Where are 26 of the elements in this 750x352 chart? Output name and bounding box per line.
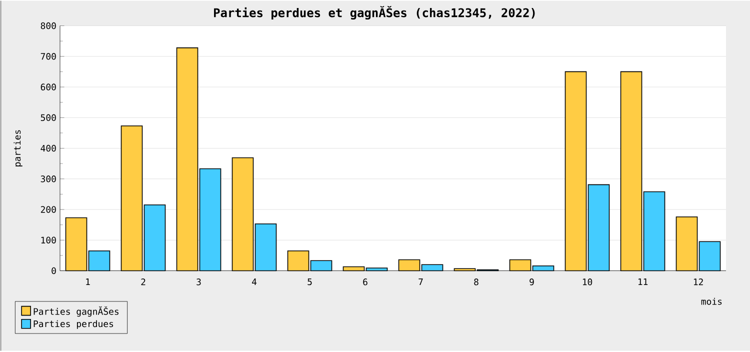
x-tick-label: 9 xyxy=(530,278,534,286)
y-tick-label: 500 xyxy=(40,114,56,122)
y-tick-label: 600 xyxy=(40,84,56,91)
x-axis-title: mois xyxy=(701,298,722,306)
x-tick-label: 4 xyxy=(252,278,257,286)
chart-title: Parties perdues et gagnĂŠes (chas12345, 2022) xyxy=(214,6,535,20)
x-tick-label: 5 xyxy=(308,278,312,286)
y-tick-label: 200 xyxy=(40,206,56,214)
x-tick-label: 6 xyxy=(363,278,368,286)
legend-label: Parties gagnĂŠes xyxy=(34,306,118,317)
x-tick-label: 8 xyxy=(474,278,478,286)
x-tick-label: 2 xyxy=(141,278,146,286)
x-tick-label: 3 xyxy=(196,278,201,286)
y-tick-label: 700 xyxy=(40,53,56,60)
y-tick-label: 100 xyxy=(41,236,56,244)
x-tick-label: 7 xyxy=(418,278,423,286)
y-axis-title: parties xyxy=(14,130,22,167)
x-tick-label: 12 xyxy=(694,278,703,286)
x-tick-label: 1 xyxy=(86,278,90,286)
y-tick-label: 300 xyxy=(40,176,56,183)
legend-label: Parties perdues xyxy=(34,320,114,330)
y-tick-label: 0 xyxy=(52,268,56,274)
y-tick-label: 400 xyxy=(40,145,56,152)
x-tick-label: 11 xyxy=(638,278,648,286)
x-tick-label: 10 xyxy=(582,278,592,286)
y-tick-label: 800 xyxy=(40,22,56,30)
